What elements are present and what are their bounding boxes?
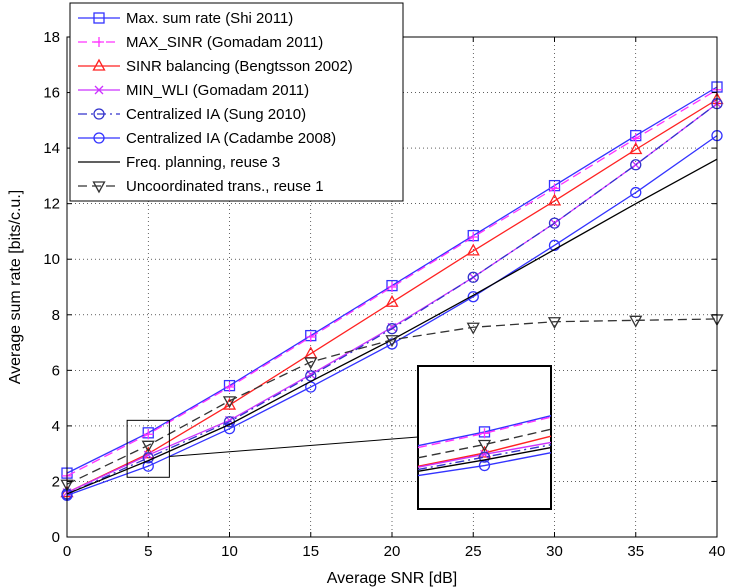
zoom-connector — [169, 436, 419, 457]
data-point — [630, 186, 642, 199]
zoom-series-line — [417, 428, 552, 459]
legend-marker — [93, 108, 105, 120]
legend-marker — [92, 58, 106, 71]
y-tick-label: 6 — [52, 362, 60, 379]
x-tick-label: 20 — [384, 543, 401, 560]
series-line — [66, 135, 718, 496]
zoom-series-line — [417, 446, 552, 473]
legend-label: Max. sum rate (Shi 2011) — [126, 10, 293, 27]
data-point — [467, 271, 479, 283]
y-axis-label: Average sum rate [bits/c.u.] — [7, 190, 24, 384]
legend-box — [69, 2, 404, 202]
data-point — [547, 317, 562, 330]
legend-label: Centralized IA (Cadambe 2008) — [126, 130, 336, 147]
zoom-series-2 — [417, 416, 552, 449]
zoom-data-point — [479, 428, 490, 439]
data-point — [143, 450, 153, 460]
data-point — [549, 183, 560, 194]
legend-label: SINR balancing (Bengtsson 2002) — [126, 58, 353, 75]
zoom-series-8 — [417, 428, 552, 459]
data-point — [222, 397, 237, 410]
x-axis-label: Average SNR [dB] — [327, 570, 457, 587]
data-point — [467, 291, 479, 303]
x-tick-label: 10 — [221, 543, 238, 560]
data-point — [143, 429, 154, 440]
zoom-inset — [126, 365, 552, 510]
y-tick-label: 2 — [52, 473, 60, 490]
legend-entry: Freq. planning, reuse 3 — [78, 154, 280, 171]
data-point — [222, 396, 237, 409]
data-point — [629, 315, 643, 328]
data-point — [387, 282, 397, 292]
y-tick-label: 18 — [43, 29, 60, 46]
data-point — [631, 160, 641, 170]
legend-marker — [92, 181, 106, 194]
legend-marker — [93, 12, 105, 24]
data-point — [304, 357, 318, 370]
y-tick-label: 16 — [43, 85, 60, 102]
data-point — [630, 133, 641, 144]
data-point — [548, 239, 561, 251]
y-tick-label: 0 — [52, 529, 60, 546]
data-point — [629, 142, 643, 155]
y-tick-label: 12 — [43, 196, 60, 213]
legend-marker — [94, 37, 104, 47]
data-point — [630, 159, 642, 171]
zoom-source-box — [126, 419, 170, 478]
legend-entry: SINR balancing (Bengtsson 2002) — [78, 58, 353, 75]
x-tick-label: 40 — [709, 543, 726, 560]
zoom-series-5 — [417, 444, 552, 471]
legend-entry: Uncoordinated trans., reuse 1 — [78, 178, 324, 195]
data-point — [548, 217, 561, 229]
x-tick-label: 35 — [627, 543, 644, 560]
legend-marker — [94, 85, 104, 95]
data-point — [466, 243, 480, 256]
zoom-data-point — [478, 451, 491, 463]
y-tick-label: 10 — [43, 251, 60, 268]
zoom-series-line — [417, 416, 552, 449]
data-point — [385, 294, 399, 307]
data-point — [386, 338, 398, 350]
legend-marker — [93, 132, 105, 144]
series-layer — [60, 81, 724, 501]
data-point — [305, 332, 316, 342]
zoom-series-line — [417, 451, 552, 477]
data-point — [224, 382, 235, 392]
data-point — [466, 322, 480, 335]
zoom-series-line — [417, 444, 552, 471]
y-tick-label: 8 — [52, 307, 60, 324]
data-point — [547, 193, 562, 206]
zoom-series-7 — [417, 446, 552, 473]
series-line — [66, 318, 718, 485]
x-tick-label: 25 — [465, 543, 482, 560]
data-point — [386, 323, 398, 335]
series-line — [66, 98, 718, 494]
legend-label: Centralized IA (Sung 2010) — [126, 106, 306, 123]
legend-label: MIN_WLI (Gomadam 2011) — [126, 82, 309, 99]
y-tick-label: 4 — [52, 418, 60, 435]
data-point — [385, 335, 399, 348]
legend-label: Uncoordinated trans., reuse 1 — [126, 178, 324, 195]
x-tick-label: 0 — [63, 543, 71, 560]
y-tick-label: 14 — [43, 140, 60, 157]
x-tick-label: 15 — [302, 543, 319, 560]
data-point — [223, 423, 236, 435]
series-line — [66, 103, 718, 495]
legend: Max. sum rate (Shi 2011) MAX_SINR (Gomada… — [69, 2, 404, 202]
legend-entry: MIN_WLI (Gomadam 2011) — [78, 82, 309, 99]
x-tick-label: 30 — [546, 543, 563, 560]
data-point — [468, 232, 479, 242]
legend-entry: Centralized IA (Cadambe 2008) — [78, 130, 336, 147]
x-tick-label: 5 — [144, 543, 152, 560]
legend-entry: MAX_SINR (Gomadam 2011) — [78, 34, 323, 51]
legend-label: Freq. planning, reuse 3 — [126, 154, 280, 171]
zoom-data-point — [477, 439, 492, 452]
legend-label: MAX_SINR (Gomadam 2011) — [126, 34, 323, 51]
legend-entry: Centralized IA (Sung 2010) — [78, 106, 306, 123]
data-point — [141, 440, 155, 453]
legend-entry: Max. sum rate (Shi 2011) — [78, 10, 293, 27]
zoom-series-line — [417, 435, 552, 467]
